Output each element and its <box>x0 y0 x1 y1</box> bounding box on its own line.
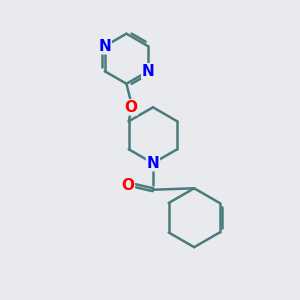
Text: N: N <box>98 39 111 54</box>
Text: N: N <box>147 156 159 171</box>
Text: O: O <box>124 100 137 115</box>
Text: O: O <box>122 178 134 193</box>
Text: N: N <box>142 64 154 79</box>
